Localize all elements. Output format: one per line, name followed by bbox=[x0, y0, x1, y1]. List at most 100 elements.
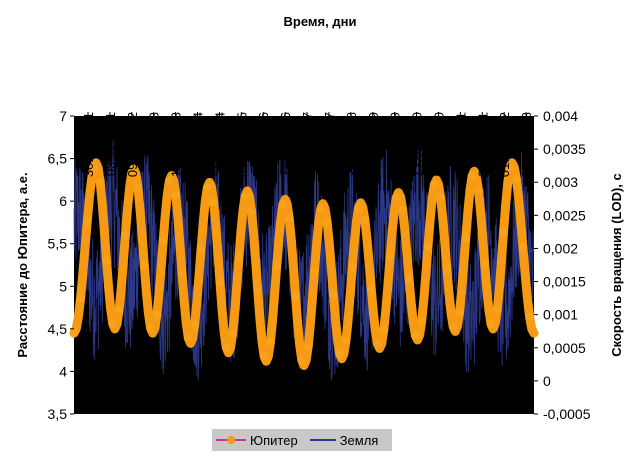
x-tick-label: 01.08.1992 bbox=[497, 112, 512, 177]
jupiter-point bbox=[329, 290, 338, 299]
jupiter-point bbox=[512, 174, 521, 184]
jupiter-point bbox=[165, 176, 174, 185]
y-right-tick-label: 0,0025 bbox=[543, 207, 586, 223]
jupiter-point bbox=[184, 334, 193, 343]
jupiter-point bbox=[449, 322, 458, 331]
jupiter-point bbox=[360, 215, 370, 225]
jupiter-marker-icon bbox=[216, 434, 246, 446]
jupiter-point bbox=[291, 292, 300, 302]
y-left-tick-label: 4,5 bbox=[48, 321, 68, 337]
jupiter-point bbox=[222, 343, 231, 352]
x-tick-label: 27.12.1991 bbox=[475, 112, 490, 177]
y-right-tick-label: 0,0015 bbox=[543, 274, 586, 290]
jupiter-point bbox=[133, 183, 143, 193]
jupiter-point bbox=[335, 349, 344, 359]
y-left-tick-label: 3,5 bbox=[48, 406, 68, 422]
jupiter-point bbox=[285, 214, 294, 224]
jupiter-point bbox=[228, 329, 237, 338]
y-right-tick-label: 0,0005 bbox=[543, 340, 586, 356]
jupiter-point bbox=[518, 243, 528, 253]
jupiter-point bbox=[455, 308, 464, 317]
jupiter-point bbox=[177, 269, 187, 279]
y-left-tick-label: 6,5 bbox=[48, 151, 68, 167]
x-tick-label: 19.08.1983 bbox=[169, 112, 184, 177]
jupiter-point bbox=[89, 162, 99, 172]
jupiter-point bbox=[436, 193, 445, 202]
jupiter-point bbox=[461, 233, 470, 242]
y-right-tick-label: 0,002 bbox=[543, 240, 578, 256]
jupiter-point bbox=[385, 252, 395, 262]
legend-label-jupiter: Юпитер bbox=[250, 432, 298, 448]
jupiter-point bbox=[367, 284, 376, 293]
jupiter-point bbox=[159, 236, 168, 245]
jupiter-point bbox=[253, 286, 262, 296]
jupiter-point bbox=[379, 326, 388, 335]
jupiter-point bbox=[196, 244, 206, 254]
x-tick-label: 03.11.1981 bbox=[103, 112, 118, 176]
chart-title: Время, дни bbox=[284, 14, 357, 29]
x-tick-label: 17.10.1990 bbox=[431, 112, 446, 177]
x-tick-label: 07.08.1989 bbox=[388, 112, 403, 177]
x-tick-label: 07.03.1993 bbox=[519, 112, 534, 177]
x-tick-label: 24.03.1984 bbox=[191, 112, 206, 177]
jupiter-point bbox=[525, 312, 534, 322]
jupiter-point bbox=[259, 351, 269, 361]
y-left-tick-label: 4 bbox=[59, 363, 67, 379]
jupiter-point bbox=[474, 185, 483, 194]
x-tick-label: 28.10.1984 bbox=[212, 112, 227, 177]
jupiter-point bbox=[234, 253, 244, 262]
y-left-tick-label: 5,5 bbox=[48, 236, 68, 252]
jupiter-point bbox=[505, 163, 515, 172]
jupiter-point bbox=[215, 278, 225, 287]
jupiter-point bbox=[499, 227, 508, 236]
y-right-tick-label: 0,004 bbox=[543, 108, 578, 124]
jupiter-point bbox=[354, 203, 363, 212]
x-tick-label: 23.10.1987 bbox=[322, 112, 337, 177]
y-axis-right-label: Скорость вращения (LOD), с bbox=[609, 173, 624, 357]
jupiter-point bbox=[114, 305, 124, 315]
y-right-tick-label: -0,0005 bbox=[543, 406, 591, 422]
y-right-tick-label: 0 bbox=[543, 373, 551, 389]
axes: 3,5 4 4,5 5 5,5 6 6,5 7 -0,0005 0 0,0005 0,001 0,001… bbox=[48, 108, 591, 422]
x-tick-label: 13.03.1990 bbox=[410, 112, 425, 177]
jupiter-point bbox=[398, 205, 407, 215]
legend-item-jupiter: Юпитер bbox=[216, 433, 298, 448]
jupiter-series bbox=[69, 158, 539, 370]
x-tick-label: 30.03.1981 bbox=[81, 112, 96, 177]
jupiter-point bbox=[486, 319, 496, 329]
jupiter-point bbox=[266, 338, 275, 347]
jupiter-point bbox=[209, 198, 218, 207]
jupiter-point bbox=[146, 324, 155, 333]
jupiter-point bbox=[442, 264, 452, 273]
x-tick-label: 01.01.1989 bbox=[366, 112, 381, 177]
y-left-tick-label: 5 bbox=[59, 278, 67, 294]
x-tick-label: 13.08.1986 bbox=[278, 112, 293, 177]
jupiter-point bbox=[373, 339, 382, 349]
jupiter-point bbox=[467, 172, 477, 181]
legend: Юпитер Земля bbox=[212, 429, 392, 451]
jupiter-point bbox=[423, 241, 433, 251]
jupiter-point bbox=[304, 342, 313, 351]
jupiter-point bbox=[348, 263, 357, 272]
jupiter-point bbox=[392, 193, 401, 202]
jupiter-point bbox=[190, 320, 199, 329]
jupiter-point bbox=[404, 274, 414, 284]
jupiter-point bbox=[203, 183, 212, 192]
jupiter-point bbox=[152, 310, 162, 319]
jupiter-point bbox=[102, 256, 111, 265]
jupiter-point bbox=[83, 217, 92, 226]
jupiter-point bbox=[272, 262, 281, 271]
legend-item-earth: Земля bbox=[309, 432, 379, 448]
jupiter-point bbox=[76, 293, 85, 303]
earth-line-icon bbox=[309, 434, 336, 446]
jupiter-point bbox=[417, 317, 426, 326]
jupiter-point bbox=[171, 191, 180, 200]
legend-label-earth: Земля bbox=[339, 432, 379, 448]
jupiter-point bbox=[69, 328, 79, 338]
jupiter-point bbox=[108, 319, 118, 329]
jupiter-point bbox=[322, 217, 332, 226]
jupiter-point bbox=[316, 204, 325, 213]
x-tick-label: 03.06.1985 bbox=[234, 112, 249, 177]
x-tick-label: 23.05.1991 bbox=[453, 112, 468, 177]
